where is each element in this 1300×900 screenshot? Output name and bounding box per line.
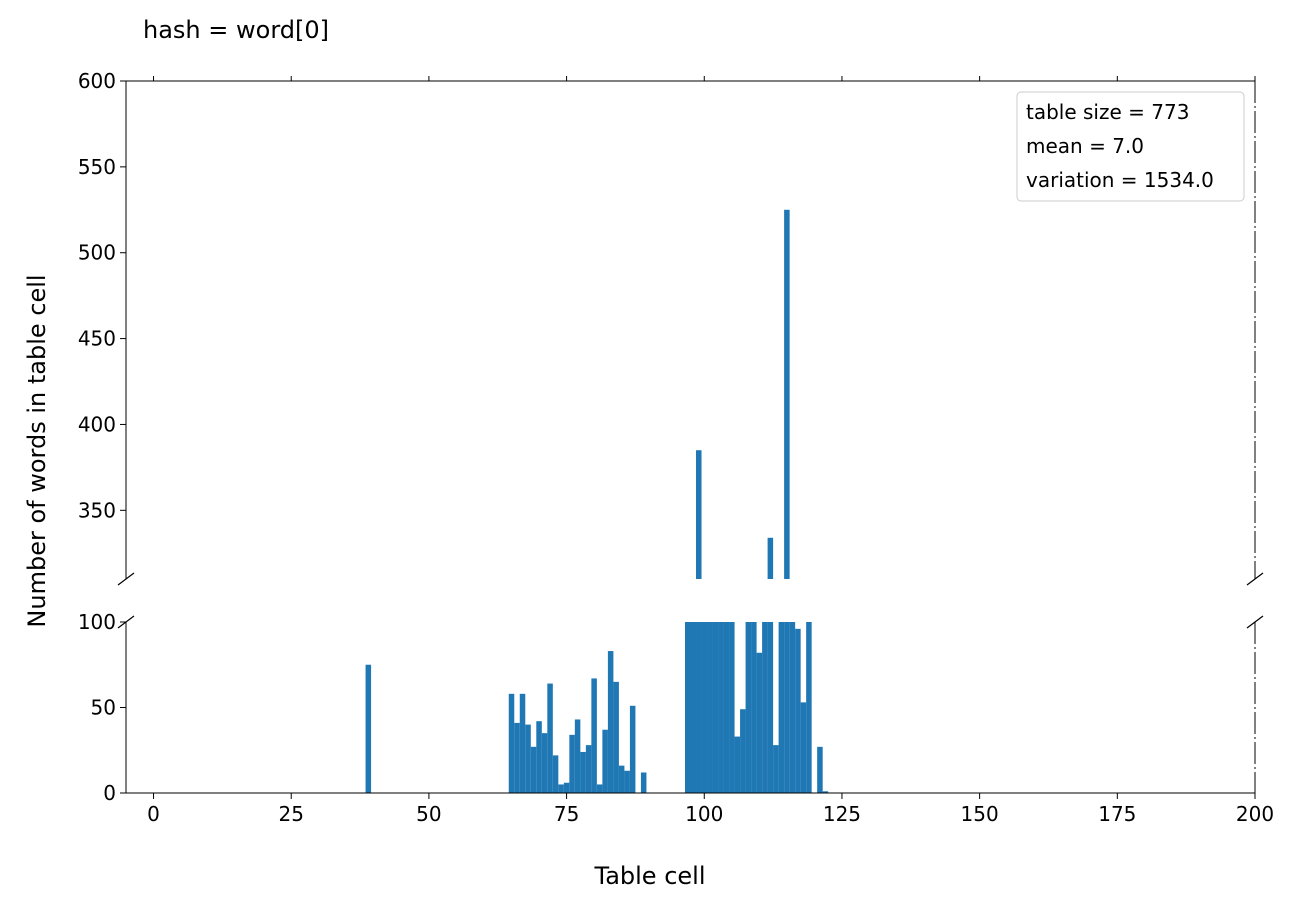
x-tick-label: 150 xyxy=(961,802,999,826)
bar xyxy=(607,651,614,793)
bar xyxy=(525,724,531,793)
x-axis: 0 25 50 75 100 125 150 175 200 xyxy=(147,793,1274,826)
legend-variation: variation = 1534.0 xyxy=(1026,168,1214,192)
bar-upper xyxy=(696,450,702,579)
bar xyxy=(822,791,829,793)
bar xyxy=(547,683,553,793)
x-tick-label: 75 xyxy=(554,802,579,826)
bar xyxy=(596,784,603,793)
x-tick-label: 125 xyxy=(823,802,861,826)
y-tick-label: 50 xyxy=(91,696,116,720)
bar xyxy=(729,622,735,793)
y-tick-label: 550 xyxy=(78,155,116,179)
bar xyxy=(558,784,564,793)
y-tick-label: 600 xyxy=(78,69,116,93)
bar xyxy=(684,622,691,793)
bar xyxy=(624,770,630,793)
bar xyxy=(762,622,768,793)
bar xyxy=(707,622,713,793)
upper-panel-bars xyxy=(696,209,790,580)
bar xyxy=(817,746,823,793)
axis-break-mark xyxy=(1246,615,1264,629)
bar xyxy=(580,751,586,793)
y-tick-label: 500 xyxy=(78,241,116,265)
bar xyxy=(602,729,608,793)
y-tick-label: 450 xyxy=(78,327,116,351)
bar xyxy=(806,622,812,793)
x-axis-label: Table cell xyxy=(594,862,706,890)
top-x-ticks xyxy=(153,76,1256,81)
y-tick-label: 100 xyxy=(78,610,116,634)
bar xyxy=(773,745,779,793)
x-tick-label: 25 xyxy=(278,802,303,826)
bar xyxy=(718,622,724,793)
bar xyxy=(740,709,746,793)
y-tick-label: 350 xyxy=(78,498,116,522)
chart-title: hash = word[0] xyxy=(143,16,329,44)
bar xyxy=(795,628,801,793)
bar xyxy=(508,693,515,793)
bar xyxy=(734,736,741,793)
x-tick-label: 175 xyxy=(1098,802,1136,826)
bar xyxy=(789,622,796,793)
bar xyxy=(514,722,520,793)
bar xyxy=(696,622,702,793)
bar xyxy=(569,734,575,793)
bar xyxy=(563,782,570,793)
bar xyxy=(365,664,372,793)
bar xyxy=(591,678,597,793)
bar-upper xyxy=(767,537,774,579)
bar xyxy=(751,622,757,793)
legend-table-size: table size = 773 xyxy=(1026,100,1189,124)
x-tick-label: 200 xyxy=(1236,802,1274,826)
bar xyxy=(552,755,559,793)
legend-box xyxy=(1016,91,1245,202)
bar xyxy=(618,765,625,793)
bar xyxy=(690,622,697,793)
bar xyxy=(613,681,619,793)
y-tick-label: 0 xyxy=(103,781,116,805)
bar xyxy=(784,622,790,793)
axis-break-mark xyxy=(1246,572,1264,586)
x-tick-label: 100 xyxy=(685,802,723,826)
upper-y-axis: 350 400 450 500 550 600 xyxy=(78,69,126,522)
legend: table size = 773 mean = 7.0 variation = … xyxy=(1016,91,1245,202)
x-tick-label: 0 xyxy=(147,802,160,826)
bar xyxy=(778,622,785,793)
bar xyxy=(519,693,526,793)
bar xyxy=(756,652,763,793)
bar-upper xyxy=(784,209,790,580)
bar xyxy=(800,702,807,793)
bar xyxy=(701,622,708,793)
bar xyxy=(723,622,730,793)
lower-y-axis: 0 50 100 xyxy=(78,610,126,805)
bar xyxy=(767,622,774,793)
bar xyxy=(536,721,542,793)
bar xyxy=(640,772,647,793)
y-axis-label: Number of words in table cell xyxy=(23,274,51,627)
y-tick-label: 400 xyxy=(78,412,116,436)
legend-mean: mean = 7.0 xyxy=(1026,134,1144,158)
bar xyxy=(541,733,548,793)
bar xyxy=(530,746,537,793)
bar xyxy=(574,719,581,793)
bar xyxy=(712,622,719,793)
x-tick-label: 50 xyxy=(416,802,441,826)
bar xyxy=(585,745,592,793)
axis-break-mark xyxy=(117,572,135,586)
lower-panel-bars xyxy=(365,622,829,793)
bar xyxy=(745,622,752,793)
bar xyxy=(629,705,636,793)
